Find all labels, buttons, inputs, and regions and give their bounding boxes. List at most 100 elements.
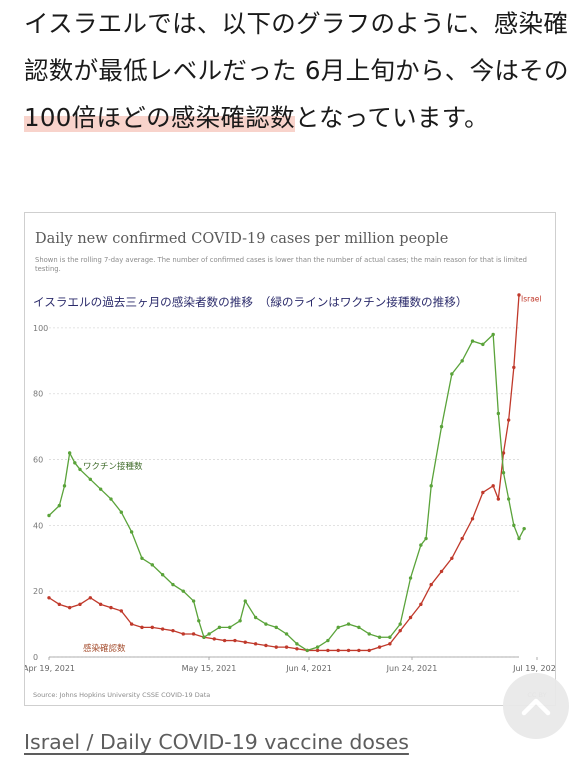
data-point (346, 648, 351, 653)
data-point (512, 523, 516, 528)
data-point (295, 647, 299, 651)
data-point (460, 536, 464, 541)
data-point (253, 642, 258, 646)
data-point (367, 648, 371, 653)
data-point (171, 628, 175, 633)
data-point (506, 418, 511, 422)
data-point (274, 645, 278, 649)
data-point (315, 648, 320, 653)
data-point (150, 563, 154, 567)
paragraph-intro: イスラエルでは、以下のグラフのように、感染確認数が最低レベルだった 6月上旬から… (24, 9, 569, 85)
data-point (450, 372, 454, 376)
data-point (501, 471, 506, 475)
data-point (181, 632, 185, 636)
data-point (496, 411, 501, 416)
y-tick-label: 20 (33, 587, 43, 596)
data-point (222, 638, 227, 643)
data-point (98, 487, 103, 491)
data-point (274, 625, 278, 630)
x-tick-label: Jun 24, 2021 (386, 664, 438, 673)
data-point (67, 605, 72, 610)
data-point (506, 497, 511, 501)
chart-subtitle-cont: testing. (35, 265, 61, 273)
data-point (398, 628, 402, 633)
y-tick-label: 100 (33, 324, 48, 333)
data-point (501, 451, 506, 455)
data-point (460, 359, 464, 363)
data-point (207, 632, 211, 636)
data-point (78, 467, 82, 472)
data-point (181, 589, 185, 593)
data-point (264, 643, 268, 648)
data-point (388, 642, 392, 646)
data-point (129, 622, 134, 626)
data-point (171, 582, 175, 587)
data-point (191, 599, 196, 603)
data-point (346, 622, 351, 626)
data-point (429, 582, 433, 587)
data-point (202, 635, 206, 639)
data-point (398, 622, 402, 626)
data-point (197, 619, 201, 623)
x-tick-label: Jun 4, 2021 (285, 664, 332, 673)
data-point (140, 625, 144, 630)
data-point (336, 625, 340, 630)
data-point (450, 556, 454, 560)
data-point (496, 497, 501, 501)
data-point (160, 627, 165, 631)
data-point (517, 536, 521, 541)
data-point (326, 648, 330, 653)
data-point (439, 424, 444, 429)
data-point (212, 637, 216, 641)
x-tick-label: May 15, 2021 (182, 664, 237, 673)
data-point (47, 513, 51, 518)
x-tick-label: Jul 19, 2021 (512, 664, 555, 673)
paragraph-end: となっています。 (294, 103, 489, 132)
data-point (295, 642, 299, 646)
y-tick-label: 40 (33, 521, 43, 530)
data-point (481, 342, 485, 347)
data-point (47, 596, 51, 600)
annotation-vaccine: ワクチン接種数 (83, 461, 143, 472)
series-line (48, 294, 520, 652)
data-point (284, 645, 289, 649)
data-point (57, 602, 62, 607)
data-point (439, 569, 444, 574)
data-point (408, 576, 413, 580)
data-point (419, 543, 423, 547)
data-point (129, 530, 134, 534)
data-point (88, 477, 93, 481)
data-point (357, 648, 361, 653)
data-point (388, 635, 392, 639)
data-point (491, 484, 495, 488)
data-point (109, 497, 113, 501)
vaccine-doses-link[interactable]: Israel / Daily COVID-19 vaccine doses (24, 730, 409, 754)
chart-embed: Daily new confirmed COVID-19 cases per m… (24, 212, 556, 706)
data-point (419, 602, 423, 607)
series-label-israel: Israel (521, 295, 542, 304)
data-point (62, 484, 67, 488)
data-point (470, 339, 475, 343)
x-tick-label: Apr 19, 2021 (25, 664, 75, 673)
data-point (429, 484, 433, 488)
data-point (57, 503, 62, 508)
data-point (377, 645, 382, 649)
data-point (284, 632, 289, 636)
scroll-top-button[interactable] (503, 673, 569, 739)
chart-jp-caption: イスラエルの過去三ヶ月の感染者数の推移 （緑のラインはワクチン接種数の推移） (33, 295, 468, 309)
data-point (377, 635, 382, 639)
data-point (228, 625, 232, 630)
data-point (73, 461, 77, 465)
line-chart: 0 20 40 60 80 100 Apr 19, 2021 May 15, 2021 Jun … (25, 293, 555, 699)
data-point (522, 526, 526, 531)
data-point (336, 648, 340, 653)
data-point (481, 490, 485, 495)
data-point (67, 451, 72, 455)
data-point (217, 625, 222, 630)
data-point (233, 638, 237, 643)
data-point (150, 625, 154, 630)
data-point (264, 622, 268, 626)
data-point (512, 365, 516, 370)
y-tick-label: 0 (33, 653, 38, 662)
chevron-up-icon (521, 698, 551, 716)
